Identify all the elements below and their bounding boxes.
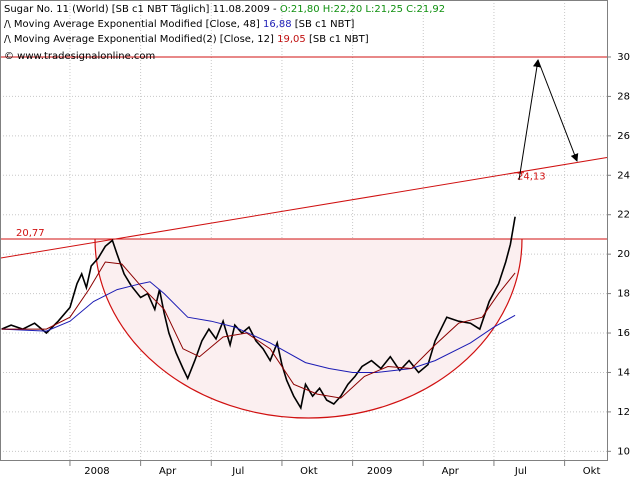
y-tick-label: 26 [617, 131, 630, 142]
plot-frame [0, 0, 608, 461]
plot: 20,77 24,13 [0, 56, 608, 411]
legend-entry: /\ Moving Average Exponential Modified [… [4, 19, 355, 30]
y-tick-label: 30 [617, 52, 630, 63]
y-tick-label: 24 [617, 170, 630, 181]
series-line [1, 281, 516, 373]
x-tick-label: Okt [300, 466, 318, 477]
legend-entry: /\ Moving Average Exponential Modified(2… [4, 34, 369, 45]
cup-arc [94, 238, 523, 419]
arrow [537, 59, 579, 162]
cup-fill [95, 239, 522, 418]
legend-header: Sugar No. 11 (World) [SB c1 NBT Täglich]… [4, 4, 445, 15]
trendline [0, 157, 608, 259]
header: Sugar No. 11 (World) [SB c1 NBT Täglich]… [4, 4, 277, 15]
watermark: © www.tradesignalonline.com [4, 51, 155, 62]
series-name: Moving Average Exponential Modified [Clo… [14, 19, 260, 30]
x-tick-label: 2008 [84, 466, 109, 477]
y-tick-label: 22 [617, 210, 630, 221]
legend: Sugar No. 11 (World) [SB c1 NBT Täglich]… [4, 4, 445, 62]
y-tick-label: 10 [617, 446, 630, 457]
arrow [518, 59, 541, 181]
y-tick-label: 20 [617, 249, 630, 260]
x-tick-label: Apr [159, 466, 177, 477]
series-name: Moving Average Exponential Modified(2) [… [14, 34, 274, 45]
series-value: 19,05 [277, 34, 306, 45]
y-tick-label: 28 [617, 91, 630, 102]
x-tick-label: Jul [231, 466, 244, 477]
x-tick-label: 2009 [367, 466, 392, 477]
level-label: 20,77 [16, 228, 45, 239]
y-tick-label: 14 [617, 367, 630, 378]
x-tick-label: Jul [514, 466, 527, 477]
series-tag: [SB c1 NBT] [309, 34, 369, 45]
series-value: 16,88 [263, 19, 292, 30]
x-tick-label: Apr [442, 466, 460, 477]
x-tick-label: Okt [583, 466, 601, 477]
y-tick-label: 18 [617, 289, 630, 300]
y-tick-label: 16 [617, 328, 630, 339]
series-line [1, 261, 516, 399]
series-tag: [SB c1 NBT] [295, 19, 355, 30]
ohlc: O:21,80 H:22,20 L:21,25 C:21,92 [280, 4, 445, 15]
series-line [1, 216, 516, 411]
target-label: 24,13 [517, 172, 546, 183]
y-tick-label: 12 [617, 407, 630, 418]
